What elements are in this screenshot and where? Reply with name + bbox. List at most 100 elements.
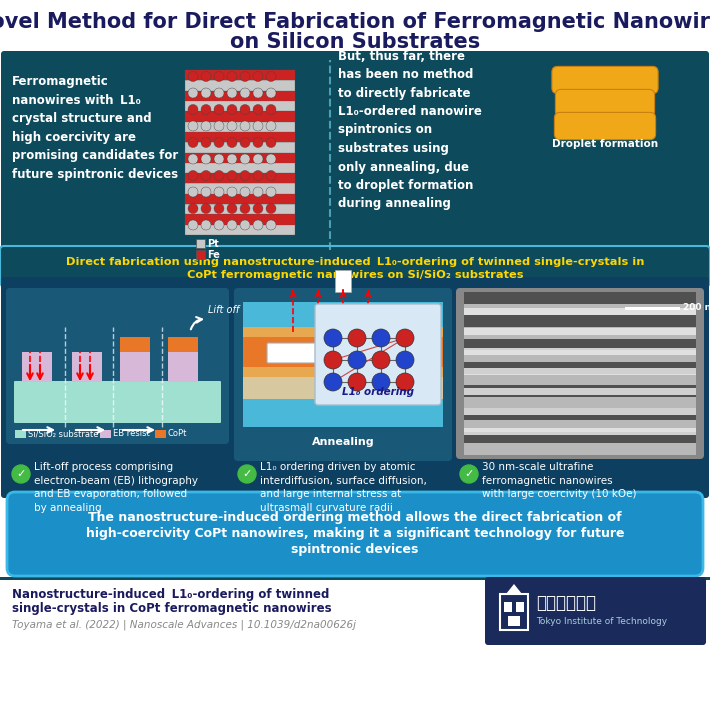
Circle shape bbox=[12, 465, 30, 483]
Circle shape bbox=[238, 465, 256, 483]
Text: Pt: Pt bbox=[207, 239, 219, 249]
Circle shape bbox=[253, 170, 263, 180]
Text: on Silicon Substrates: on Silicon Substrates bbox=[230, 32, 480, 52]
Text: high-coercivity CoPt nanowires, making it a significant technology for future: high-coercivity CoPt nanowires, making i… bbox=[86, 528, 624, 540]
Circle shape bbox=[227, 121, 237, 131]
Bar bbox=[196, 250, 205, 259]
Circle shape bbox=[214, 170, 224, 180]
Circle shape bbox=[227, 187, 237, 197]
Circle shape bbox=[348, 329, 366, 347]
Bar bbox=[243, 302, 443, 327]
Text: Lift-off process comprising
electron-beam (EB) lithography
and EB evaporation, f: Lift-off process comprising electron-bea… bbox=[34, 462, 198, 513]
Circle shape bbox=[227, 138, 237, 148]
Circle shape bbox=[214, 187, 224, 197]
Bar bbox=[464, 315, 696, 327]
Bar bbox=[243, 337, 443, 367]
Text: spintronic devices: spintronic devices bbox=[291, 543, 419, 557]
Circle shape bbox=[201, 187, 211, 197]
Bar bbox=[185, 152, 295, 163]
FancyBboxPatch shape bbox=[555, 112, 655, 140]
Bar bbox=[464, 339, 696, 350]
Text: EB resist: EB resist bbox=[113, 430, 150, 439]
Bar bbox=[120, 337, 150, 352]
Circle shape bbox=[214, 138, 224, 148]
Circle shape bbox=[188, 88, 198, 98]
Bar bbox=[243, 377, 443, 399]
Circle shape bbox=[227, 220, 237, 230]
Text: Droplet formation: Droplet formation bbox=[552, 139, 658, 149]
Circle shape bbox=[201, 170, 211, 180]
Circle shape bbox=[240, 104, 250, 114]
Bar bbox=[516, 602, 524, 612]
Circle shape bbox=[214, 88, 224, 98]
Bar bbox=[185, 90, 295, 101]
Circle shape bbox=[266, 72, 276, 82]
Bar bbox=[464, 308, 696, 315]
Bar bbox=[464, 328, 696, 335]
Circle shape bbox=[240, 121, 250, 131]
Bar bbox=[464, 327, 696, 339]
Circle shape bbox=[253, 138, 263, 148]
Circle shape bbox=[227, 72, 237, 82]
Bar bbox=[22, 352, 52, 382]
Bar bbox=[155, 430, 166, 438]
Bar bbox=[185, 142, 295, 153]
Circle shape bbox=[266, 220, 276, 230]
Circle shape bbox=[240, 138, 250, 148]
Text: CoPt: CoPt bbox=[168, 430, 187, 439]
FancyBboxPatch shape bbox=[456, 288, 704, 459]
FancyBboxPatch shape bbox=[1, 277, 709, 498]
Bar bbox=[185, 80, 295, 91]
FancyBboxPatch shape bbox=[14, 381, 221, 423]
Circle shape bbox=[253, 187, 263, 197]
Circle shape bbox=[348, 373, 366, 391]
FancyBboxPatch shape bbox=[6, 288, 229, 444]
Circle shape bbox=[188, 204, 198, 214]
Bar bbox=[185, 100, 295, 111]
FancyBboxPatch shape bbox=[7, 492, 703, 576]
Bar bbox=[185, 111, 295, 121]
Circle shape bbox=[227, 170, 237, 180]
Bar bbox=[464, 388, 696, 395]
Circle shape bbox=[188, 104, 198, 114]
Bar bbox=[464, 348, 696, 355]
Circle shape bbox=[201, 154, 211, 164]
Bar bbox=[508, 616, 520, 626]
Bar bbox=[504, 602, 512, 612]
Circle shape bbox=[266, 121, 276, 131]
Text: ✓: ✓ bbox=[464, 469, 474, 479]
Circle shape bbox=[372, 351, 390, 369]
Bar bbox=[464, 385, 696, 397]
Text: L1₀ ordering driven by atomic
interdiffusion, surface diffusion,
and large inter: L1₀ ordering driven by atomic interdiffu… bbox=[260, 462, 427, 513]
Circle shape bbox=[253, 220, 263, 230]
Bar bbox=[464, 368, 696, 375]
Bar bbox=[464, 350, 696, 362]
Circle shape bbox=[372, 329, 390, 347]
Text: ✓: ✓ bbox=[16, 469, 26, 479]
Bar bbox=[464, 420, 696, 432]
FancyBboxPatch shape bbox=[234, 288, 452, 461]
Circle shape bbox=[348, 351, 366, 369]
Text: The nanostructure-induced ordering method allows the direct fabrication of: The nanostructure-induced ordering metho… bbox=[88, 511, 622, 525]
FancyBboxPatch shape bbox=[315, 304, 441, 405]
Circle shape bbox=[266, 170, 276, 180]
Circle shape bbox=[188, 187, 198, 197]
Circle shape bbox=[324, 373, 342, 391]
Bar bbox=[464, 408, 696, 420]
Circle shape bbox=[372, 373, 390, 391]
Circle shape bbox=[240, 154, 250, 164]
Bar bbox=[464, 443, 696, 455]
Polygon shape bbox=[506, 584, 522, 594]
Circle shape bbox=[227, 104, 237, 114]
Circle shape bbox=[214, 204, 224, 214]
Circle shape bbox=[188, 170, 198, 180]
Circle shape bbox=[396, 351, 414, 369]
Text: CoPt ferromagnetic nanowires on Si/SiO₂ substrates: CoPt ferromagnetic nanowires on Si/SiO₂ … bbox=[187, 270, 523, 280]
Bar bbox=[185, 214, 295, 224]
Text: Annealing: Annealing bbox=[312, 437, 374, 447]
Text: Ferromagnetic
nanowires with  L1₀
crystal structure and
high coercivity are
prom: Ferromagnetic nanowires with L1₀ crystal… bbox=[12, 75, 178, 181]
Bar bbox=[168, 337, 198, 352]
Bar bbox=[243, 327, 443, 337]
Circle shape bbox=[188, 154, 198, 164]
Bar bbox=[185, 183, 295, 194]
